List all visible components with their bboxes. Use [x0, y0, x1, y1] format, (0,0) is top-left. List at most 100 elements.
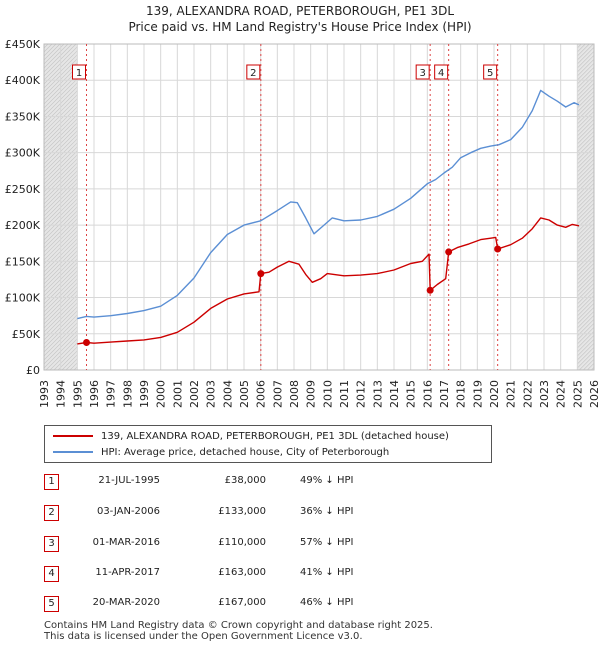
x-tick-label: 1999 [138, 380, 151, 408]
hatch-line [583, 359, 595, 371]
hatch-line [577, 95, 595, 113]
hatch-line [577, 227, 595, 245]
transaction-row: 4 11-APR-2017 £163,000 41% ↓ HPI [0, 565, 600, 585]
transaction-row: 1 21-JUL-1995 £38,000 49% ↓ HPI [0, 473, 600, 493]
transaction-number: 1 [44, 474, 59, 490]
hatch-line [577, 71, 595, 89]
hatch-line [61, 354, 78, 371]
hatch-line [577, 251, 595, 269]
y-tick-label: £50K [12, 328, 41, 341]
y-tick-label: £0 [26, 364, 40, 377]
hatch-line [577, 55, 595, 73]
x-tick-label: 2020 [488, 380, 501, 408]
hatch-line [577, 47, 595, 65]
hatch-line [577, 255, 595, 273]
hatch-line [577, 111, 595, 129]
hatch-line [577, 259, 595, 277]
hatch-line [577, 63, 595, 81]
sale-marker-box [246, 64, 261, 80]
x-tick-label: 1993 [38, 380, 51, 408]
sale-marker-label: 1 [76, 68, 82, 79]
chart-subtitle: Price paid vs. HM Land Registry's House … [128, 20, 472, 34]
hatch-line [577, 67, 595, 85]
transaction-date: 03-JAN-2006 [96, 506, 160, 517]
sale-marker-label: 2 [250, 68, 256, 79]
x-tick-label: 2013 [371, 380, 384, 408]
transaction-number: 2 [44, 505, 59, 521]
x-tick-label: 2025 [571, 380, 584, 408]
sale-marker-label: 5 [487, 68, 493, 79]
y-tick-label: £200K [5, 219, 41, 232]
hatch-line [577, 191, 595, 209]
hatch-line [577, 291, 595, 309]
hatch-line [577, 327, 595, 345]
x-tick-label: 2006 [255, 380, 268, 408]
x-tick-label: 2008 [288, 380, 301, 408]
hatch-line [577, 87, 595, 105]
hatch-line [577, 59, 595, 77]
hatch-line [577, 339, 595, 357]
legend-swatch-blue [53, 451, 93, 453]
hatch-line [577, 295, 595, 313]
x-tick-label: 1997 [105, 380, 118, 408]
legend-item-hpi: HPI: Average price, detached house, City… [53, 444, 389, 460]
sale-point [494, 245, 502, 253]
y-tick-label: £300K [5, 147, 41, 160]
hatch-line [577, 127, 595, 145]
x-tick-label: 1994 [55, 380, 68, 408]
hatch-line [45, 338, 78, 371]
x-tick-label: 2015 [405, 380, 418, 408]
hatch-line [577, 135, 595, 153]
transaction-date: 21-JUL-1995 [98, 475, 160, 486]
chart-title: 139, ALEXANDRA ROAD, PETERBOROUGH, PE1 3… [145, 4, 455, 18]
footer-license: This data is licensed under the Open Gov… [44, 631, 363, 642]
x-tick-label: 2026 [588, 380, 600, 408]
hpi-line [77, 89, 580, 320]
hatch-line [43, 43, 73, 73]
hatch-line [577, 215, 595, 233]
hatch-line [577, 51, 595, 69]
hatch-line [577, 231, 595, 249]
y-tick-label: £100K [5, 292, 41, 305]
hatch-line [577, 199, 595, 217]
transaction-number: 5 [44, 596, 59, 612]
hatch-line [577, 343, 595, 361]
hatch-line [577, 335, 595, 353]
x-tick-label: 1996 [88, 380, 101, 408]
hatch-line [57, 350, 78, 371]
legend: 139, ALEXANDRA ROAD, PETERBOROUGH, PE1 3… [44, 425, 492, 463]
legend-label-property: 139, ALEXANDRA ROAD, PETERBOROUGH, PE1 3… [101, 430, 449, 442]
x-tick-label: 2017 [438, 380, 451, 408]
transaction-hpi: 36% ↓ HPI [300, 506, 354, 517]
hatch-line [577, 239, 595, 257]
hatch-line [587, 363, 595, 371]
hatch-line [577, 163, 595, 181]
hatch-line [577, 43, 586, 53]
hatch-line [577, 171, 595, 189]
x-tick-label: 2010 [321, 380, 334, 408]
transaction-price: £110,000 [218, 537, 266, 548]
sale-point [83, 338, 90, 346]
hatch-line [577, 91, 595, 109]
hatch-line [577, 183, 595, 201]
hatch-line [577, 319, 595, 337]
x-tick-label: 2002 [188, 380, 201, 408]
hatch-line [577, 167, 595, 185]
hatch-line [577, 303, 595, 321]
hatch-line [577, 159, 595, 177]
footer-copyright: Contains HM Land Registry data © Crown c… [44, 620, 433, 631]
hatch-line [577, 147, 595, 165]
x-tick-label: 2007 [271, 380, 284, 408]
hatch-line [577, 323, 595, 341]
hatch-line [577, 271, 595, 289]
hatch-line [43, 43, 69, 69]
transaction-price: £38,000 [224, 475, 266, 486]
sale-marker-box [434, 64, 449, 80]
x-tick-label: 2000 [155, 380, 168, 408]
hatch-line [65, 358, 78, 371]
transaction-hpi: 41% ↓ HPI [300, 567, 354, 578]
transaction-row: 2 03-JAN-2006 £133,000 36% ↓ HPI [0, 504, 600, 524]
hatch-line [577, 43, 582, 49]
y-tick-label: £450K [5, 38, 41, 51]
hatch-line [577, 43, 594, 61]
